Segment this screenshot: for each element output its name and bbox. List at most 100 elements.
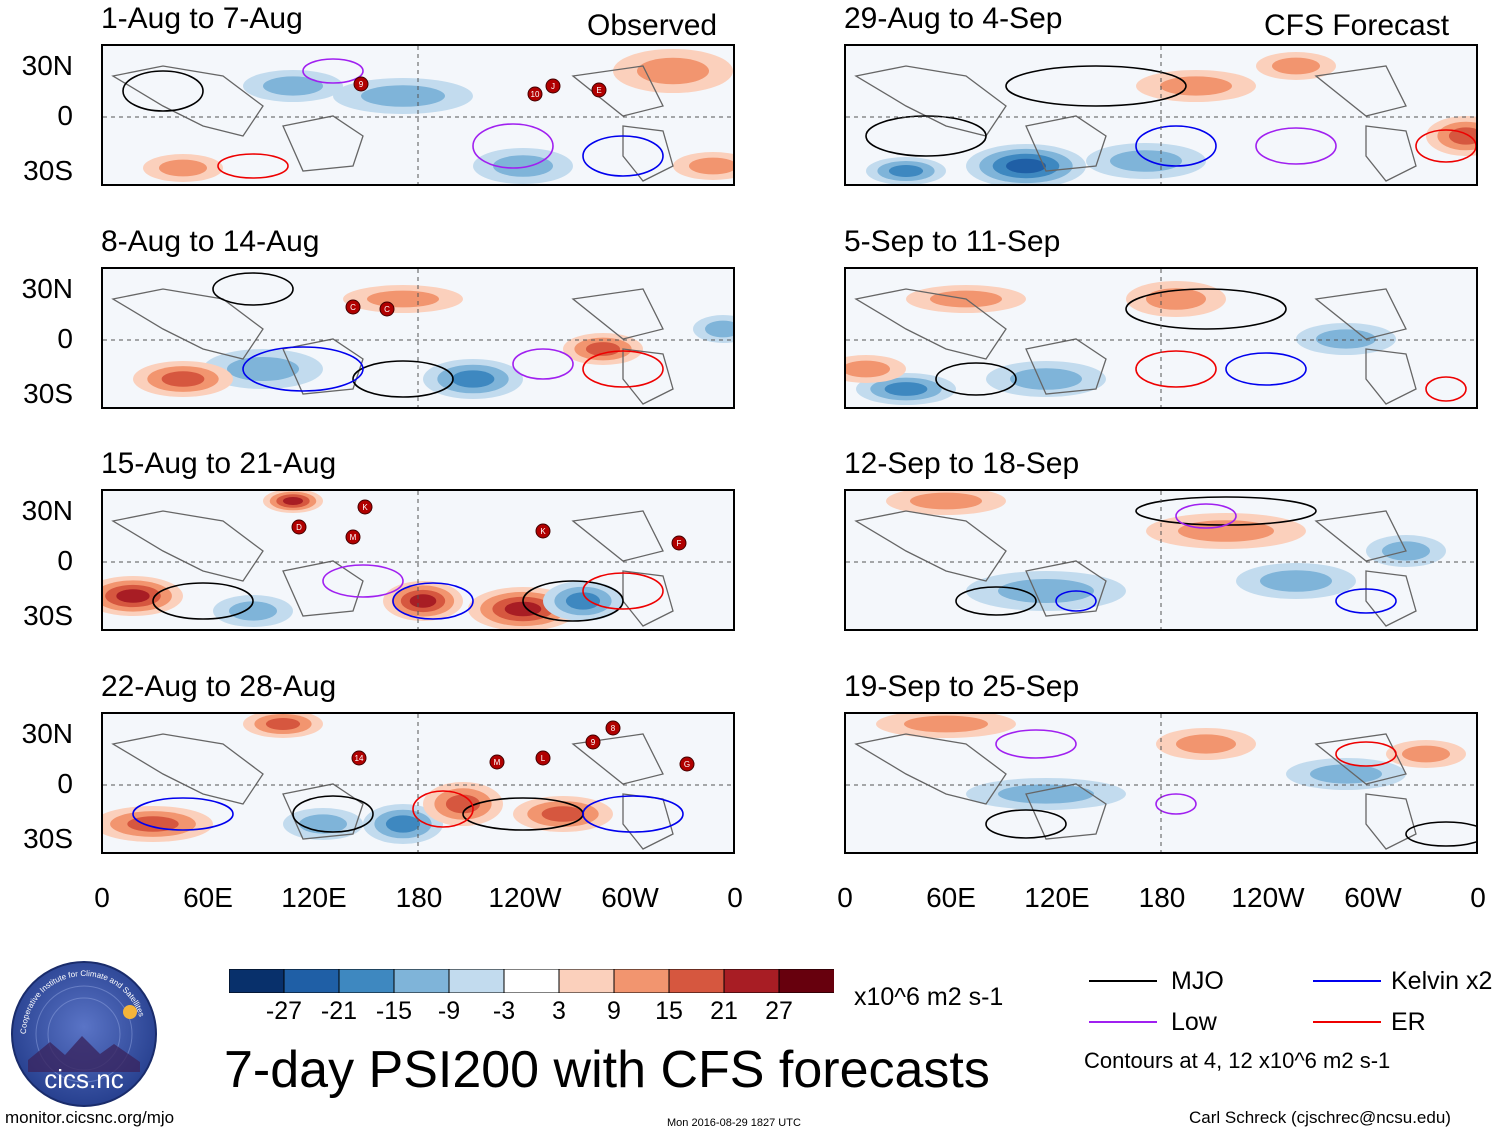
coastline	[571, 288, 664, 340]
lat-label-30s: 30S	[23, 155, 73, 186]
wave-contour	[582, 572, 664, 610]
colorbar-label: 15	[655, 997, 683, 1025]
storm-marker	[545, 78, 561, 94]
storm-marker	[679, 756, 695, 772]
lat-label-30s: 30S	[23, 378, 73, 409]
wave-contour	[1335, 588, 1397, 614]
source-url[interactable]: monitor.cicsnc.org/mjo	[5, 1108, 175, 1127]
psi-anomaly-shading	[161, 371, 205, 387]
legend-label-mjo: MJO	[1171, 967, 1224, 995]
coastline	[854, 65, 1007, 137]
colorbar-swatch	[283, 968, 340, 994]
colorbar	[228, 968, 835, 994]
psi-anomaly-shading	[1146, 288, 1206, 310]
storm-marker	[585, 734, 601, 750]
wave-contour	[1055, 590, 1097, 612]
logo-text: cics.nc	[44, 1064, 123, 1094]
psi-anomaly-shading	[1160, 76, 1232, 96]
storm-marker	[527, 86, 543, 102]
coastline	[622, 348, 674, 405]
psi-anomaly-shading	[910, 492, 982, 510]
coastline	[571, 65, 664, 117]
wave-contour	[1405, 821, 1476, 847]
coastline	[1025, 115, 1107, 172]
wave-contour	[512, 348, 574, 380]
coastline	[622, 570, 674, 627]
psi-anomaly-shading	[888, 165, 924, 177]
psi-anomaly-shading	[385, 815, 421, 833]
cics-logo: Cooperative Institute for Climate and Sa…	[10, 960, 158, 1108]
wave-contour	[152, 582, 254, 620]
storm-marker-label: M	[350, 533, 357, 542]
psi-anomaly-shading	[367, 290, 439, 308]
lon-label-120w: 120W	[488, 882, 562, 913]
map-panel-1: 9 10 J E	[101, 44, 735, 186]
observed-tag: Observed	[587, 9, 718, 42]
wave-contour	[1415, 129, 1476, 163]
map-panel-5	[844, 44, 1478, 186]
coastline	[111, 65, 264, 137]
wave-contour	[412, 790, 474, 828]
storm-marker-label: C	[384, 305, 390, 314]
coastline	[1025, 338, 1107, 395]
coastline	[1314, 288, 1407, 340]
storm-marker	[591, 82, 607, 98]
storm-marker-label: M	[494, 758, 501, 767]
coastline	[622, 125, 674, 182]
storm-marker-label: 8	[611, 724, 616, 733]
map-panel-7	[844, 489, 1478, 631]
colorbar-swatch	[613, 968, 670, 994]
legend-line-kelvin	[1313, 980, 1381, 982]
lat-label-eq: 0	[57, 323, 73, 354]
storm-marker	[379, 301, 395, 317]
panel-title-7: 12-Sep to 18-Sep	[844, 447, 1080, 480]
coastline	[282, 783, 364, 840]
wave-contour	[1225, 352, 1307, 386]
wave-contour	[132, 797, 234, 831]
coastline	[1365, 570, 1417, 627]
psi-anomaly-shading	[229, 601, 277, 621]
storm-marker	[353, 76, 369, 92]
storm-marker-label: K	[362, 503, 368, 512]
colorbar-label: 3	[552, 997, 566, 1025]
psi-anomaly-shading	[1010, 368, 1082, 390]
legend-label-er: ER	[1391, 1008, 1426, 1036]
coastline	[854, 288, 1007, 360]
coastline	[854, 733, 1007, 805]
coastline	[571, 733, 664, 785]
lon-label-180: 180	[395, 882, 443, 913]
psi-anomaly-shading	[361, 85, 445, 107]
wave-contour	[1255, 127, 1337, 165]
colorbar-label: 21	[710, 997, 738, 1025]
psi-anomaly-shading	[283, 497, 303, 505]
legend-line-mjo	[1089, 980, 1157, 982]
wave-contour	[302, 58, 364, 84]
coastline	[1025, 560, 1107, 617]
colorbar-swatch	[338, 968, 395, 994]
coastline	[571, 510, 664, 562]
map-panel-3: D K M K F	[101, 489, 735, 631]
coastline	[1365, 125, 1417, 182]
wave-contour	[1425, 376, 1467, 402]
lat-label-eq: 0	[57, 768, 73, 799]
timestamp: Mon 2016-08-29 1827 UTC	[667, 1117, 801, 1129]
psi-anomaly-shading	[541, 806, 585, 822]
wave-contour	[865, 115, 987, 157]
lon-label-60e: 60E	[183, 882, 233, 913]
storm-marker	[535, 523, 551, 539]
lon-label-60w: 60W	[601, 882, 659, 913]
coastline	[1314, 65, 1407, 117]
main-title: 7-day PSI200 with CFS forecasts	[224, 1041, 990, 1099]
wave-contour	[582, 135, 664, 177]
forecast-tag: CFS Forecast	[1264, 9, 1450, 42]
panel-title-6: 5-Sep to 11-Sep	[844, 225, 1061, 258]
coastline	[854, 510, 1007, 582]
panel-title-2: 8-Aug to 14-Aug	[101, 225, 320, 258]
storm-marker-label: F	[677, 539, 682, 548]
legend-label-kelvin: Kelvin x2	[1391, 967, 1493, 995]
wave-contour	[985, 809, 1067, 839]
psi-anomaly-shading	[1448, 127, 1476, 145]
wave-contour	[935, 362, 1017, 396]
legend-line-er	[1313, 1021, 1381, 1023]
